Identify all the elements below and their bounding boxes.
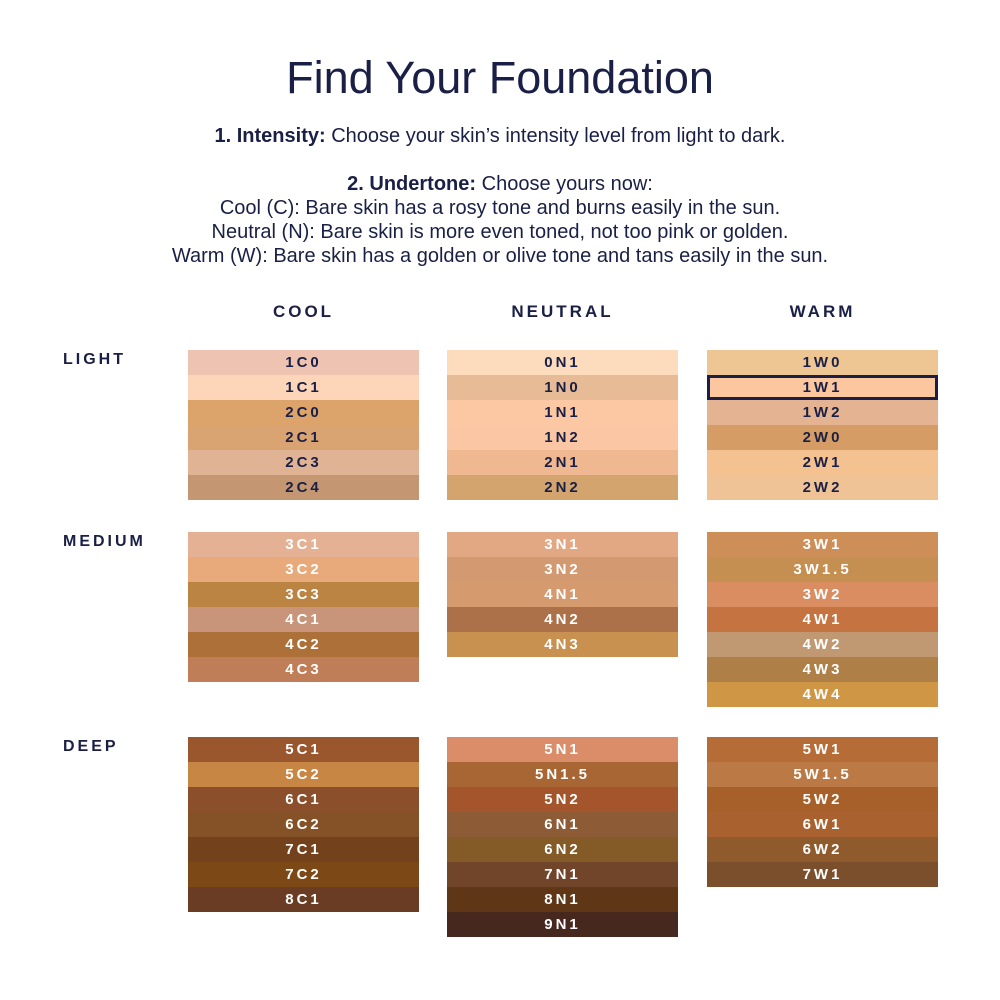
shade-swatch[interactable]: 4W3 [707, 657, 938, 682]
shade-swatch[interactable]: 6C2 [188, 812, 419, 837]
shade-swatch[interactable]: 3C1 [188, 532, 419, 557]
medium-neutral-block: 3N1 3N2 4N1 4N2 4N3 [447, 532, 678, 657]
page-title: Find Your Foundation [286, 52, 714, 103]
shade-swatch[interactable]: 7W1 [707, 862, 938, 887]
shade-swatch[interactable]: 3C2 [188, 557, 419, 582]
light-cool-block: 1C0 1C1 2C0 2C1 2C3 2C4 [188, 350, 419, 500]
shade-swatch[interactable]: 4N2 [447, 607, 678, 632]
shade-swatch[interactable]: 3W1 [707, 532, 938, 557]
deep-cool-block: 5C1 5C2 6C1 6C2 7C1 7C2 8C1 [188, 737, 419, 912]
shade-swatch[interactable]: 2C1 [188, 425, 419, 450]
shade-swatch[interactable]: 1W1 [707, 375, 938, 400]
row-header-deep: DEEP [63, 738, 119, 755]
light-warm-block: 1W0 1W1 1W2 2W0 2W1 2W2 [707, 350, 938, 500]
step-undertone-text: Choose yours now: [481, 173, 653, 195]
neutral-description: Neutral (N): Bare skin is more even tone… [211, 221, 789, 243]
shade-swatch[interactable]: 3W1.5 [707, 557, 938, 582]
shade-swatch[interactable]: 6C1 [188, 787, 419, 812]
shade-swatch[interactable]: 5N1 [447, 737, 678, 762]
shade-swatch[interactable]: 5C2 [188, 762, 419, 787]
medium-cool-block: 3C1 3C2 3C3 4C1 4C2 4C3 [188, 532, 419, 682]
warm-description: Warm (W): Bare skin has a golden or oliv… [171, 245, 829, 267]
shade-swatch[interactable]: 5C1 [188, 737, 419, 762]
shade-swatch[interactable]: 8N1 [447, 887, 678, 912]
shade-swatch[interactable]: 4W2 [707, 632, 938, 657]
shade-swatch[interactable]: 4C3 [188, 657, 419, 682]
shade-swatch[interactable]: 5N2 [447, 787, 678, 812]
shade-swatch[interactable]: 1N1 [447, 400, 678, 425]
shade-swatch[interactable]: 4N1 [447, 582, 678, 607]
step-intensity: 1. Intensity: Choose your skin’s intensi… [0, 124, 1000, 148]
shade-swatch[interactable]: 4W1 [707, 607, 938, 632]
deep-neutral-block: 5N1 5N1.5 5N2 6N1 6N2 7N1 8N1 9N1 [447, 737, 678, 937]
shade-swatch[interactable]: 9N1 [447, 912, 678, 937]
shade-swatch[interactable]: 1N0 [447, 375, 678, 400]
light-neutral-block: 0N1 1N0 1N1 1N2 2N1 2N2 [447, 350, 678, 500]
shade-swatch[interactable]: 3W2 [707, 582, 938, 607]
shade-swatch[interactable]: 1C1 [188, 375, 419, 400]
column-header-neutral: NEUTRAL [511, 302, 614, 321]
step-undertone: 2. Undertone: Choose yours now: Cool (C)… [0, 172, 1000, 268]
shade-swatch[interactable]: 6W1 [707, 812, 938, 837]
shade-swatch[interactable]: 5N1.5 [447, 762, 678, 787]
row-header-light: LIGHT [63, 351, 126, 368]
row-header-medium: MEDIUM [63, 533, 146, 550]
shade-swatch[interactable]: 6N2 [447, 837, 678, 862]
shade-swatch[interactable]: 2N1 [447, 450, 678, 475]
deep-warm-block: 5W1 5W1.5 5W2 6W1 6W2 7W1 [707, 737, 938, 887]
shade-swatch[interactable]: 2W2 [707, 475, 938, 500]
step-intensity-text: Choose your skin’s intensity level from … [331, 125, 786, 147]
shade-swatch[interactable]: 3C3 [188, 582, 419, 607]
shade-swatch[interactable]: 6N1 [447, 812, 678, 837]
shade-swatch[interactable]: 2N2 [447, 475, 678, 500]
shade-swatch[interactable]: 1C0 [188, 350, 419, 375]
medium-warm-block: 3W1 3W1.5 3W2 4W1 4W2 4W3 4W4 [707, 532, 938, 707]
shade-swatch[interactable]: 7C2 [188, 862, 419, 887]
shade-swatch[interactable]: 4C2 [188, 632, 419, 657]
shade-swatch[interactable]: 5W2 [707, 787, 938, 812]
column-header-cool: COOL [272, 302, 335, 321]
shade-swatch[interactable]: 7C1 [188, 837, 419, 862]
shade-swatch[interactable]: 2C3 [188, 450, 419, 475]
shade-swatch[interactable]: 4W4 [707, 682, 938, 707]
shade-swatch[interactable]: 4N3 [447, 632, 678, 657]
column-header-warm: WARM [789, 302, 856, 321]
shade-swatch[interactable]: 2W0 [707, 425, 938, 450]
shade-swatch[interactable]: 3N2 [447, 557, 678, 582]
shade-swatch[interactable]: 0N1 [447, 350, 678, 375]
shade-swatch[interactable]: 5W1.5 [707, 762, 938, 787]
shade-swatch[interactable]: 8C1 [188, 887, 419, 912]
shade-swatch[interactable]: 1N2 [447, 425, 678, 450]
step-intensity-label: 1. Intensity: [214, 125, 326, 147]
shade-swatch[interactable]: 3N1 [447, 532, 678, 557]
shade-swatch[interactable]: 6W2 [707, 837, 938, 862]
shade-swatch[interactable]: 1W0 [707, 350, 938, 375]
shade-swatch[interactable]: 4C1 [188, 607, 419, 632]
shade-swatch[interactable]: 2W1 [707, 450, 938, 475]
shade-swatch[interactable]: 1W2 [707, 400, 938, 425]
shade-swatch[interactable]: 2C0 [188, 400, 419, 425]
shade-swatch[interactable]: 7N1 [447, 862, 678, 887]
step-undertone-label: 2. Undertone: [347, 173, 477, 195]
shade-swatch[interactable]: 5W1 [707, 737, 938, 762]
shade-swatch[interactable]: 2C4 [188, 475, 419, 500]
cool-description: Cool (C): Bare skin has a rosy tone and … [219, 197, 781, 219]
